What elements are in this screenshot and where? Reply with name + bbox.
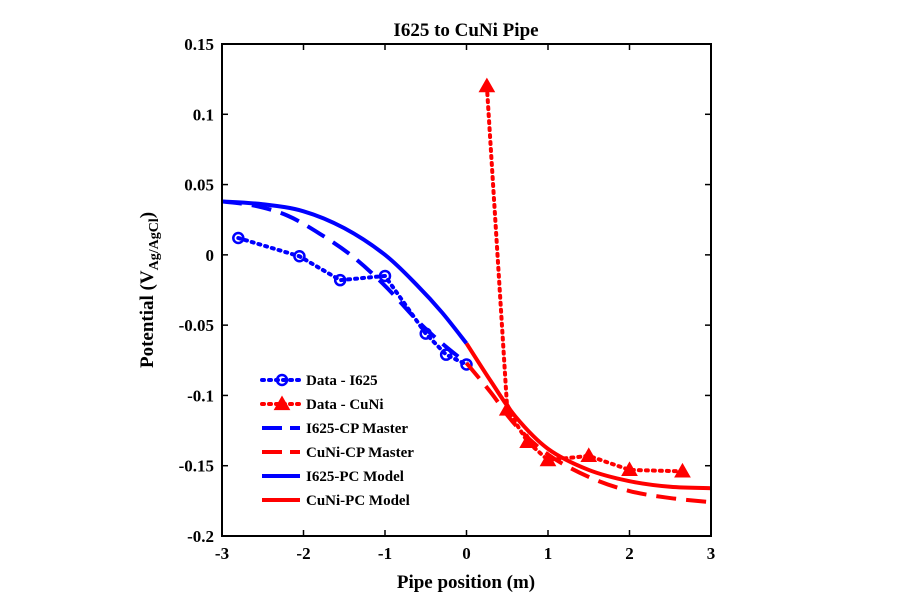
legend-marker bbox=[273, 395, 291, 411]
y-axis-label-close: ) bbox=[137, 212, 158, 218]
legend-item: Data - I625 bbox=[260, 373, 378, 389]
series-line bbox=[464, 342, 712, 491]
y-axis-label-main: Potential (V bbox=[137, 270, 158, 368]
x-tick-label: -1 bbox=[378, 544, 392, 563]
data-point bbox=[580, 447, 598, 462]
legend-label: Data - CuNi bbox=[306, 397, 384, 413]
y-tick-label: -0.05 bbox=[179, 316, 214, 335]
data-point bbox=[378, 269, 392, 283]
data-point bbox=[293, 250, 306, 263]
series-line bbox=[484, 84, 685, 474]
series-cuni-pc-model bbox=[464, 342, 712, 491]
legend-item: I625-CP Master bbox=[262, 421, 408, 437]
y-tick-label: 0.15 bbox=[184, 35, 214, 54]
data-point bbox=[232, 231, 245, 245]
y-axis-label-subscript: Ag/AgCl bbox=[147, 218, 162, 270]
legend-label: I625-PC Model bbox=[306, 469, 404, 485]
series-cuni-cp-master bbox=[464, 361, 712, 505]
x-tick-label: 0 bbox=[462, 544, 471, 563]
series-i625-pc-model bbox=[221, 199, 469, 345]
series-data-i625 bbox=[232, 231, 473, 371]
data-point bbox=[478, 77, 496, 93]
x-tick-label: 2 bbox=[625, 544, 634, 563]
series-line bbox=[236, 235, 469, 367]
x-tick-label: -3 bbox=[215, 544, 229, 563]
axes-box bbox=[221, 43, 712, 537]
series-line bbox=[464, 361, 712, 505]
y-axis-label: Potential (VAg/AgCl) bbox=[137, 212, 162, 368]
data-point bbox=[439, 348, 453, 361]
x-tick-label: 1 bbox=[544, 544, 553, 563]
y-axis-ticks: 0.15 0.1 0.05 0 -0.05 -0.1 -0.15 -0.2 bbox=[179, 35, 711, 546]
legend: Data - I625 Data - CuNi I625-CP Master CuNi… bbox=[260, 373, 414, 509]
legend-label: I625-CP Master bbox=[306, 421, 408, 437]
data-point bbox=[621, 461, 638, 477]
chart-title: I625 to CuNi Pipe bbox=[393, 20, 538, 41]
series-line bbox=[221, 199, 468, 365]
data-point bbox=[674, 462, 691, 478]
y-tick-label: -0.1 bbox=[187, 386, 214, 405]
y-tick-label: -0.15 bbox=[179, 457, 214, 476]
series-layer bbox=[221, 77, 712, 505]
series-line bbox=[221, 199, 469, 345]
legend-label: Data - I625 bbox=[306, 373, 378, 389]
legend-marker bbox=[275, 373, 289, 387]
series-i625-cp-master bbox=[221, 199, 468, 365]
legend-item: CuNi-CP Master bbox=[262, 445, 414, 461]
data-point bbox=[333, 273, 347, 287]
data-point bbox=[460, 358, 473, 371]
legend-item: I625-PC Model bbox=[262, 469, 404, 485]
y-tick-label: 0 bbox=[206, 246, 215, 265]
legend-label: CuNi-PC Model bbox=[306, 493, 410, 509]
legend-label: CuNi-CP Master bbox=[306, 445, 414, 461]
x-tick-label: -2 bbox=[296, 544, 310, 563]
legend-item: CuNi-PC Model bbox=[262, 493, 410, 509]
legend-item: Data - CuNi bbox=[260, 395, 384, 413]
x-tick-label: 3 bbox=[707, 544, 716, 563]
y-tick-label: -0.2 bbox=[187, 527, 214, 546]
y-tick-label: 0.1 bbox=[193, 105, 214, 124]
x-axis-label: Pipe position (m) bbox=[397, 572, 535, 593]
y-tick-label: 0.05 bbox=[184, 176, 214, 195]
